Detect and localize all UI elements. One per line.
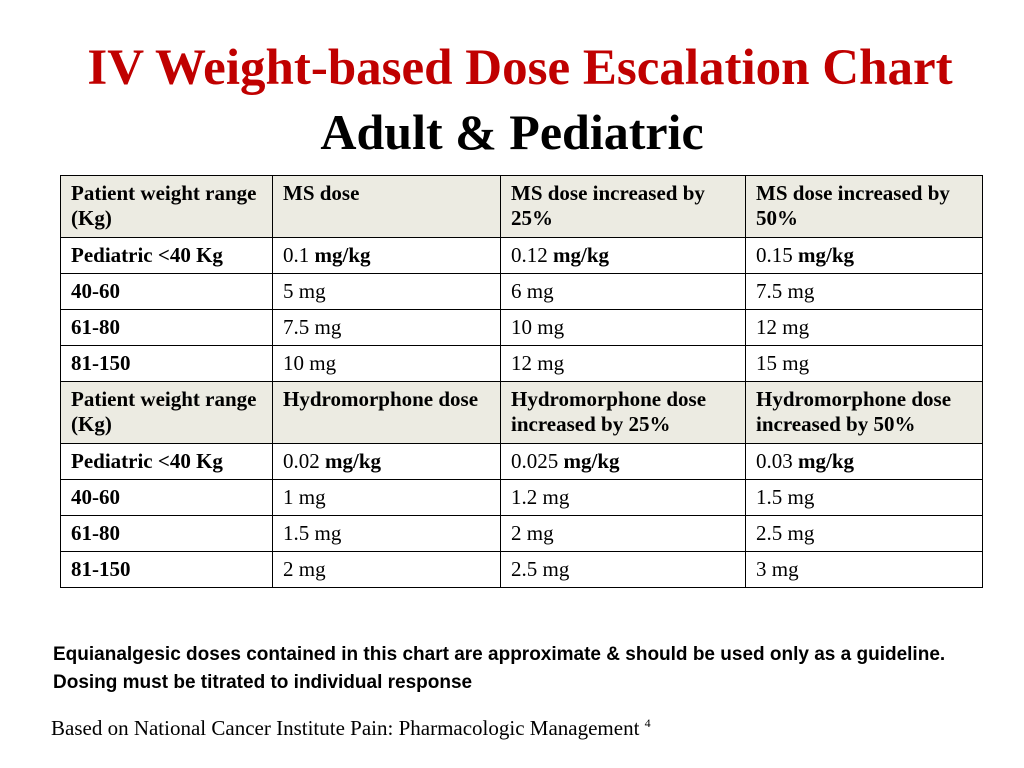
header-hydromorphone-dose-25: Hydromorphone dose increased by 25% [500,381,746,444]
table-cell: 6 mg [500,273,746,310]
header-ms-dose-25: MS dose increased by 25% [500,175,746,238]
dose-unit: mg/kg [314,243,371,267]
table-cell: 10 mg [272,345,501,382]
header-ms-dose-50: MS dose increased by 50% [745,175,983,238]
table-cell: 12 mg [500,345,746,382]
dose-unit: mg/kg [325,449,382,473]
dose-value: 0.1 [283,243,310,267]
hydromorphone-header-row: Patient weight range (Kg) Hydromorphone … [60,381,983,444]
table-cell: 7.5 mg [745,273,983,310]
row-weight-label: Pediatric <40 Kg [60,443,273,480]
page-subtitle: Adult & Pediatric [320,104,704,160]
footnote-marker: 4 [644,716,651,730]
table-row: 61-80 1.5 mg 2 mg 2.5 mg [60,515,983,552]
dose-value: 0.02 [283,449,320,473]
dose-value: 0.03 [756,449,793,473]
dose-unit: mg/kg [798,449,855,473]
row-weight-label: Pediatric <40 Kg [60,237,273,274]
dose-escalation-table: Patient weight range (Kg) MS dose MS dos… [60,175,983,588]
row-weight-label: 61-80 [60,515,273,552]
table-cell: 2.5 mg [500,551,746,588]
table-row: 40-60 1 mg 1.2 mg 1.5 mg [60,479,983,516]
page-title: IV Weight-based Dose Escalation Chart [87,40,953,96]
table-cell: 0.03 mg/kg [745,443,983,480]
table-cell: 1.5 mg [745,479,983,516]
dose-unit: mg/kg [563,449,620,473]
dose-value: 0.025 [511,449,559,473]
row-weight-label: 40-60 [60,479,273,516]
table-cell: 1 mg [272,479,501,516]
table-cell: 2 mg [272,551,501,588]
table-cell: 0.12 mg/kg [500,237,746,274]
table-cell: 2 mg [500,515,746,552]
table-cell: 12 mg [745,309,983,346]
table-row: 81-150 10 mg 12 mg 15 mg [60,345,983,382]
disclaimer-note: Equianalgesic doses contained in this ch… [53,644,946,693]
dose-unit: mg/kg [798,243,855,267]
dose-value: 0.12 [511,243,548,267]
table-cell: 1.5 mg [272,515,501,552]
table-cell: 0.1 mg/kg [272,237,501,274]
table-row: 61-80 7.5 mg 10 mg 12 mg [60,309,983,346]
row-weight-label: 81-150 [60,345,273,382]
table-cell: 0.15 mg/kg [745,237,983,274]
dose-value: 0.15 [756,243,793,267]
header-weight-range: Patient weight range (Kg) [60,175,273,238]
table-cell: 5 mg [272,273,501,310]
row-weight-label: 61-80 [60,309,273,346]
source-citation: Based on National Cancer Institute Pain:… [51,709,651,742]
row-weight-label: 81-150 [60,551,273,588]
header-hydromorphone-dose-50: Hydromorphone dose increased by 50% [745,381,983,444]
table-row: Pediatric <40 Kg 0.02 mg/kg 0.025 mg/kg … [60,443,983,480]
header-weight-range: Patient weight range (Kg) [60,381,273,444]
table-cell: 10 mg [500,309,746,346]
table-cell: 0.02 mg/kg [272,443,501,480]
table-cell: 0.025 mg/kg [500,443,746,480]
table-cell: 1.2 mg [500,479,746,516]
table-row: 81-150 2 mg 2.5 mg 3 mg [60,551,983,588]
row-weight-label: 40-60 [60,273,273,310]
header-ms-dose: MS dose [272,175,501,238]
table-cell: 2.5 mg [745,515,983,552]
dose-unit: mg/kg [553,243,610,267]
table-cell: 15 mg [745,345,983,382]
table-row: 40-60 5 mg 6 mg 7.5 mg [60,273,983,310]
table-row: Pediatric <40 Kg 0.1 mg/kg 0.12 mg/kg 0.… [60,237,983,274]
source-text: Based on National Cancer Institute Pain:… [51,716,640,740]
ms-header-row: Patient weight range (Kg) MS dose MS dos… [60,175,983,238]
table-cell: 7.5 mg [272,309,501,346]
header-hydromorphone-dose: Hydromorphone dose [272,381,501,444]
table-cell: 3 mg [745,551,983,588]
